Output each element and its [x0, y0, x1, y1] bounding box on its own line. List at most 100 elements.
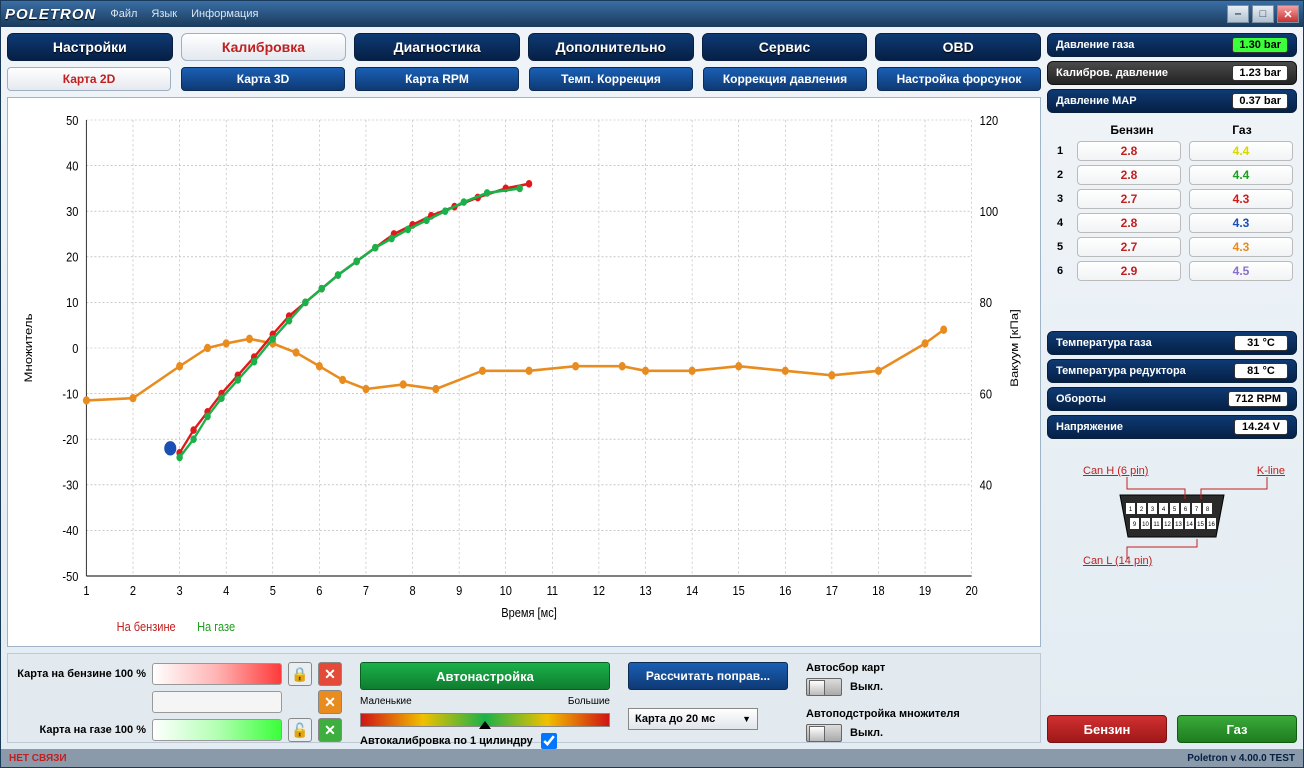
svg-text:100: 100 — [980, 204, 999, 219]
grad-right-label: Большие — [568, 696, 610, 707]
autoadjust-title: Автоподстройка множителя — [806, 708, 960, 720]
cylinder-table: БензинГаз 12.84.422.84.432.74.342.84.352… — [1047, 121, 1297, 283]
fuel-gas-button[interactable]: Газ — [1177, 715, 1297, 743]
subtab-3[interactable]: Темп. Коррекция — [529, 67, 693, 91]
calc-correction-button[interactable]: Рассчитать поправ... — [628, 662, 788, 690]
svg-text:На бензине: На бензине — [117, 619, 176, 634]
cyl-row-3: 32.74.3 — [1047, 187, 1297, 211]
svg-text:Множитель: Множитель — [22, 314, 35, 383]
temp-gas-pill: Температура газа31 °C — [1047, 331, 1297, 355]
svg-text:12: 12 — [1164, 522, 1171, 528]
svg-text:Вакуум [кПа]: Вакуум [кПа] — [1008, 309, 1021, 387]
svg-text:19: 19 — [919, 583, 932, 598]
minimize-button[interactable]: ‒ — [1227, 5, 1249, 23]
autocollect-value: Выкл. — [850, 681, 883, 693]
svg-text:120: 120 — [980, 113, 999, 128]
gradient-indicator — [360, 713, 610, 727]
calib-pressure-pill: Калибров. давление1.23 bar — [1047, 61, 1297, 85]
clear-benzine-button[interactable]: ✕ — [318, 662, 342, 686]
autotune-button[interactable]: Автонастройка — [360, 662, 610, 690]
version-label: Poletron v 4.00.0 TEST — [1187, 753, 1295, 764]
svg-text:9: 9 — [456, 583, 462, 598]
svg-text:16: 16 — [1208, 522, 1215, 528]
clear-gas-button[interactable]: ✕ — [318, 718, 342, 742]
tab-0[interactable]: Настройки — [7, 33, 173, 61]
svg-text:-40: -40 — [62, 523, 78, 538]
connection-status: НЕТ СВЯЗИ — [9, 753, 67, 764]
tab-2[interactable]: Диагностика — [354, 33, 520, 61]
menu-info[interactable]: Информация — [191, 8, 258, 20]
tab-3[interactable]: Дополнительно — [528, 33, 694, 61]
sub-tabs: Карта 2D Карта 3D Карта RPM Темп. Коррекция… — [7, 67, 1041, 91]
cyl-row-1: 12.84.4 — [1047, 139, 1297, 163]
autocal-label: Автокалибровка по 1 цилиндру — [360, 735, 533, 747]
svg-text:10: 10 — [500, 583, 513, 598]
subtab-5[interactable]: Настройка форсунок — [877, 67, 1041, 91]
cyl-row-2: 22.84.4 — [1047, 163, 1297, 187]
map-gas-bar — [152, 719, 282, 741]
svg-text:5: 5 — [270, 583, 276, 598]
svg-text:18: 18 — [872, 583, 885, 598]
svg-text:0: 0 — [72, 341, 78, 356]
autocollect-title: Автосбор карт — [806, 662, 885, 674]
svg-text:4: 4 — [223, 583, 229, 598]
svg-text:15: 15 — [733, 583, 746, 598]
svg-text:10: 10 — [66, 295, 79, 310]
lock-icon[interactable]: 🔒 — [288, 662, 312, 686]
svg-text:3: 3 — [177, 583, 183, 598]
svg-text:50: 50 — [66, 113, 79, 128]
status-bar: НЕТ СВЯЗИ Poletron v 4.00.0 TEST — [1, 749, 1303, 767]
menu-file[interactable]: Файл — [110, 8, 137, 20]
svg-text:60: 60 — [980, 386, 993, 401]
svg-text:40: 40 — [66, 158, 79, 173]
svg-text:17: 17 — [826, 583, 839, 598]
app-logo: POLETRON — [5, 6, 96, 23]
svg-text:Время [мс]: Время [мс] — [501, 605, 557, 620]
svg-text:15: 15 — [1197, 522, 1204, 528]
svg-text:13: 13 — [1175, 522, 1182, 528]
map-length-select[interactable]: Карта до 20 мс▼ — [628, 708, 758, 730]
menu-lang[interactable]: Язык — [151, 8, 177, 20]
obd-connector: Can H (6 pin) K-line Can L (14 pin) 1 2 … — [1047, 461, 1297, 571]
tab-4[interactable]: Сервис — [702, 33, 868, 61]
svg-text:На газе: На газе — [197, 619, 235, 634]
svg-text:-30: -30 — [62, 478, 78, 493]
map-pressure-pill: Давление MAP0.37 bar — [1047, 89, 1297, 113]
svg-text:2: 2 — [130, 583, 136, 598]
maximize-button[interactable]: □ — [1252, 5, 1274, 23]
titlebar: POLETRON Файл Язык Информация ‒ □ ✕ — [1, 1, 1303, 27]
autoadjust-value: Выкл. — [850, 727, 883, 739]
side-panel: Давление газа1.30 bar Калибров. давление… — [1047, 33, 1297, 743]
svg-text:12: 12 — [593, 583, 606, 598]
svg-text:30: 30 — [66, 204, 79, 219]
svg-text:-50: -50 — [62, 569, 78, 584]
map-benzine-label: Карта на бензине 100 % — [16, 668, 146, 680]
svg-text:11: 11 — [547, 583, 559, 598]
unlock-icon[interactable]: 🔓 — [288, 718, 312, 742]
bottom-panel: Карта на бензине 100 % 🔒 ✕ ✕ Карта на га… — [7, 653, 1041, 743]
tab-1[interactable]: Калибровка — [181, 33, 347, 61]
clear-middle-button[interactable]: ✕ — [318, 690, 342, 714]
svg-text:10: 10 — [1142, 522, 1149, 528]
map-gas-label: Карта на газе 100 % — [16, 724, 146, 736]
cyl-row-4: 42.84.3 — [1047, 211, 1297, 235]
map-benzine-bar — [152, 663, 282, 685]
svg-text:7: 7 — [363, 583, 369, 598]
subtab-2[interactable]: Карта RPM — [355, 67, 519, 91]
svg-text:80: 80 — [980, 295, 993, 310]
fuel-benzine-button[interactable]: Бензин — [1047, 715, 1167, 743]
gas-pressure-pill: Давление газа1.30 bar — [1047, 33, 1297, 57]
autocal-checkbox[interactable] — [541, 733, 557, 749]
grad-left-label: Маленькие — [360, 696, 412, 707]
subtab-0[interactable]: Карта 2D — [7, 67, 171, 91]
svg-text:13: 13 — [639, 583, 652, 598]
autocollect-switch[interactable] — [806, 678, 842, 696]
svg-text:20: 20 — [66, 250, 79, 265]
voltage-pill: Напряжение14.24 V — [1047, 415, 1297, 439]
close-button[interactable]: ✕ — [1277, 5, 1299, 23]
svg-text:8: 8 — [409, 583, 415, 598]
tab-5[interactable]: OBD — [875, 33, 1041, 61]
subtab-1[interactable]: Карта 3D — [181, 67, 345, 91]
subtab-4[interactable]: Коррекция давления — [703, 67, 867, 91]
autoadjust-switch[interactable] — [806, 724, 842, 742]
